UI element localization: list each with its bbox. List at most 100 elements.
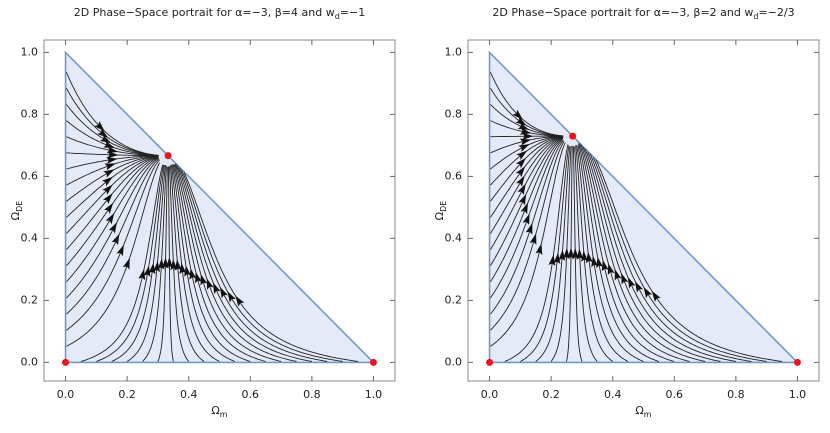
flow-arrow (101, 176, 113, 187)
x-axis-label-sub: m (220, 410, 228, 419)
title-part: 2D Phase−Space portrait for α=−3, β=2 an… (492, 6, 753, 19)
y-axis-label-main: Ω (433, 212, 446, 220)
flow-arrow (567, 247, 575, 259)
critical-point (369, 358, 377, 366)
title-part: d (335, 12, 340, 21)
x-tick-label: 1.0 (365, 388, 383, 401)
flow-arrow (189, 268, 197, 280)
flow-arrow (591, 255, 599, 268)
y-axis-label: ΩDE (9, 201, 24, 221)
flow-arrow (519, 127, 532, 135)
y-axis-label-sub: DE (15, 201, 24, 212)
flow-arrow (621, 272, 629, 285)
title-part: d (753, 12, 758, 21)
x-axis-label-main: Ω (635, 404, 643, 417)
flow-arrow (104, 163, 116, 171)
y-tick-label: 0.0 (21, 355, 39, 368)
plot-frame (467, 39, 820, 382)
y-tick-label: 1.0 (445, 45, 463, 58)
y-tick-label: 0.2 (445, 293, 463, 306)
y-tick-label: 0.8 (445, 107, 463, 120)
y-tick-label: 0.0 (445, 355, 463, 368)
flow-arrow (153, 260, 161, 273)
flow-arrow (195, 271, 202, 284)
y-tick-label: 0.6 (21, 169, 39, 182)
x-axis-label-sub: m (644, 410, 652, 419)
flow-arrow (235, 295, 245, 307)
x-tick-label: 0.0 (57, 388, 75, 401)
flow-arrow (517, 122, 530, 130)
flow-arrow (614, 269, 622, 281)
flow-arrow (94, 121, 105, 132)
phase-portrait: 2D Phase−Space portrait for α=−3, β=2 an… (433, 6, 820, 419)
flow-arrow (97, 128, 109, 138)
flow-arrow (525, 223, 533, 235)
flow-arrow (165, 257, 173, 269)
flow-arrow (106, 146, 119, 154)
flow-arrow (548, 254, 556, 266)
x-tick-label: 0.2 (118, 388, 136, 401)
flow-arrow (518, 193, 527, 206)
title-part: =−2/3 (758, 6, 794, 19)
y-tick-label: 0.2 (21, 293, 39, 306)
x-tick-label: 0.0 (481, 388, 499, 401)
y-tick-label: 0.6 (445, 169, 463, 182)
flow-arrow (107, 151, 119, 159)
x-axis-label-main: Ω (211, 404, 219, 417)
flow-arrow (116, 244, 124, 257)
critical-point (62, 358, 70, 366)
x-tick-label: 0.6 (242, 388, 260, 401)
flow-arrow (103, 169, 115, 178)
x-tick-label: 0.8 (303, 388, 321, 401)
flow-arrow (519, 138, 532, 146)
title-part: 2D Phase−Space portrait for α=−3, β=4 an… (74, 6, 335, 19)
flow-arrow (516, 150, 528, 161)
flow-arrow (596, 256, 604, 269)
flow-arrow (651, 290, 661, 302)
region (488, 50, 800, 364)
flow-arrow (148, 262, 156, 275)
y-tick-label: 0.4 (21, 231, 39, 244)
flow-arrow (105, 212, 115, 225)
flow-arrow (571, 248, 579, 260)
flow-arrow (522, 132, 534, 140)
x-tick-label: 0.6 (666, 388, 684, 401)
flow-arrow (206, 278, 214, 290)
y-axis-label-main: Ω (9, 212, 22, 220)
flow-arrow (102, 184, 113, 195)
flow-arrow (515, 116, 527, 126)
x-tick-label: 0.8 (727, 388, 745, 401)
flow-arrow (562, 247, 570, 260)
critical-point (486, 358, 494, 366)
phase-portrait: 2D Phase−Space portrait for α=−3, β=4 an… (9, 6, 396, 419)
flow-arrow (174, 259, 182, 271)
flow-arrow (143, 265, 151, 277)
x-tick-label: 0.4 (604, 388, 622, 401)
y-tick-label: 1.0 (21, 45, 39, 58)
y-tick-label: 0.4 (445, 231, 463, 244)
flow-arrow (517, 183, 526, 196)
flow-arrow (227, 291, 236, 303)
flow-arrow (102, 193, 113, 205)
flow-arrow (99, 134, 112, 144)
flow-arrow (643, 286, 653, 299)
flow-arrow (553, 252, 561, 264)
flow-arrow (219, 286, 228, 299)
title-part: =−1 (340, 6, 365, 19)
flow-arrow (515, 166, 526, 178)
chart-title: 2D Phase−Space portrait for α=−3, β=2 an… (492, 6, 794, 21)
flow-arrow (529, 233, 537, 245)
flow-arrow (627, 277, 636, 289)
flow-arrow (585, 251, 593, 264)
x-axis-label: Ωm (635, 404, 651, 419)
flow-arrow (213, 282, 221, 295)
flow-arrow (522, 213, 530, 226)
flow-arrow (581, 250, 589, 262)
flow-arrow (104, 202, 114, 214)
flow-arrow (106, 156, 118, 164)
flow-arrow (576, 248, 584, 260)
flow-arrow (103, 140, 115, 148)
chart-title: 2D Phase−Space portrait for α=−3, β=4 an… (74, 6, 365, 21)
flow-arrow (515, 175, 525, 187)
